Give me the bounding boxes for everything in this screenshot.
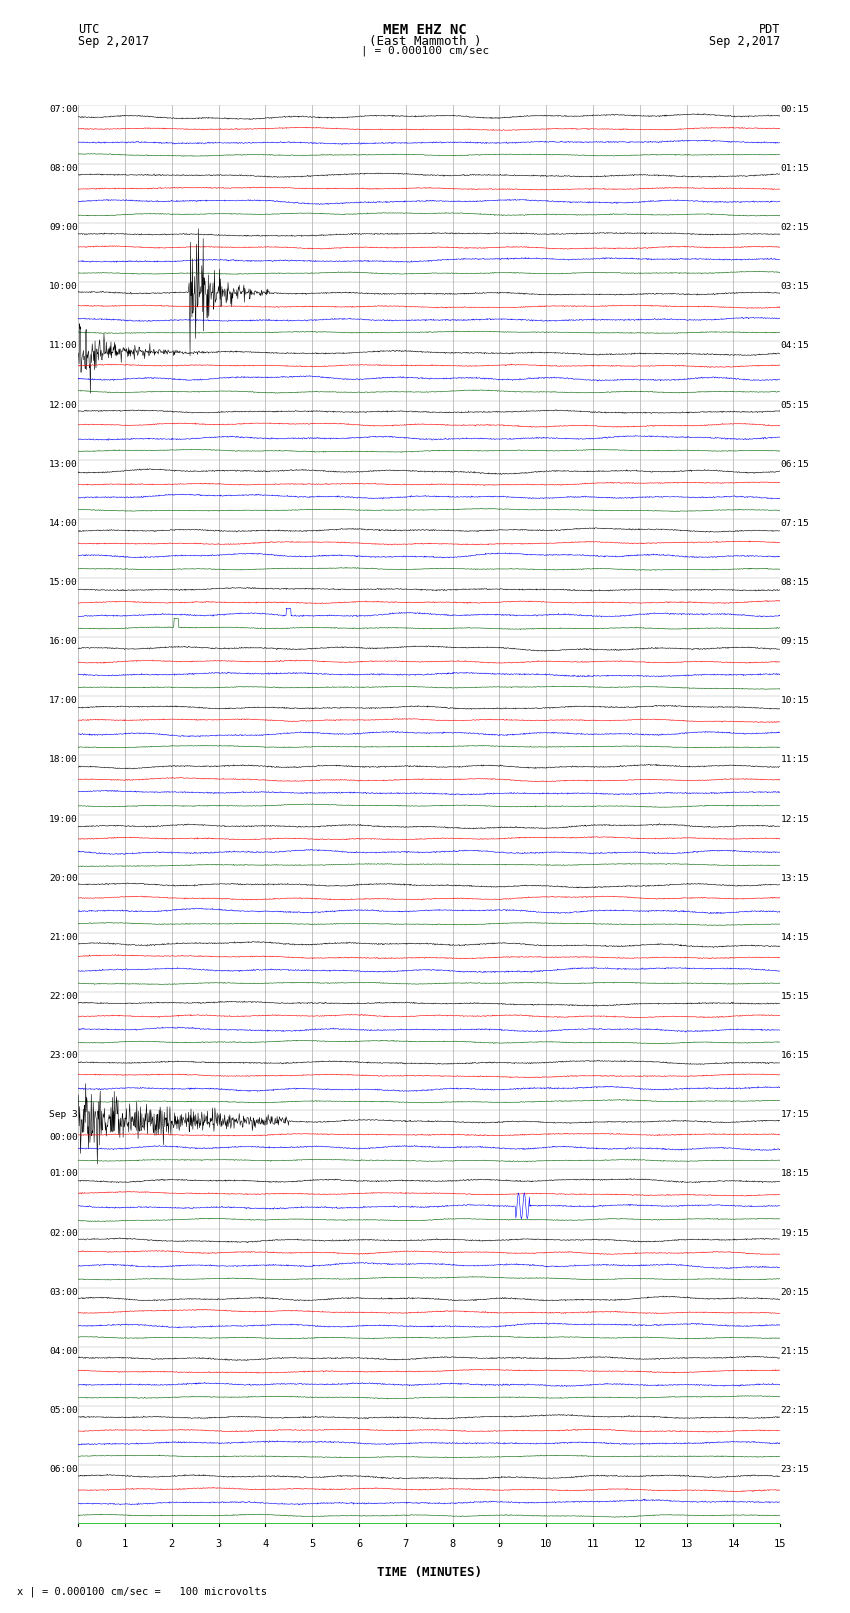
Text: 04:15: 04:15: [781, 342, 809, 350]
Text: 21:00: 21:00: [49, 932, 77, 942]
Text: 13: 13: [681, 1539, 693, 1548]
Text: 12: 12: [633, 1539, 646, 1548]
Text: 19:15: 19:15: [781, 1229, 809, 1237]
Text: 6: 6: [356, 1539, 362, 1548]
Text: 18:00: 18:00: [49, 755, 77, 765]
Text: 07:00: 07:00: [49, 105, 77, 115]
Text: 10:00: 10:00: [49, 282, 77, 292]
Text: 03:00: 03:00: [49, 1287, 77, 1297]
Text: MEM EHZ NC: MEM EHZ NC: [383, 24, 467, 37]
Text: 14: 14: [728, 1539, 740, 1548]
Text: 13:00: 13:00: [49, 460, 77, 469]
Text: 15:00: 15:00: [49, 577, 77, 587]
Text: 01:00: 01:00: [49, 1169, 77, 1179]
Text: 14:00: 14:00: [49, 519, 77, 527]
Text: 10:15: 10:15: [781, 697, 809, 705]
Text: TIME (MINUTES): TIME (MINUTES): [377, 1566, 482, 1579]
Text: 11: 11: [586, 1539, 599, 1548]
Text: 17:00: 17:00: [49, 697, 77, 705]
Text: 3: 3: [216, 1539, 222, 1548]
Text: 20:15: 20:15: [781, 1287, 809, 1297]
Text: 14:15: 14:15: [781, 932, 809, 942]
Text: 0: 0: [75, 1539, 82, 1548]
Text: | = 0.000100 cm/sec: | = 0.000100 cm/sec: [361, 45, 489, 56]
Text: 00:00: 00:00: [49, 1132, 77, 1142]
Text: Sep 2,2017: Sep 2,2017: [709, 35, 780, 48]
Text: 20:00: 20:00: [49, 874, 77, 882]
Text: 1: 1: [122, 1539, 128, 1548]
Text: 8: 8: [450, 1539, 456, 1548]
Text: Sep 3: Sep 3: [49, 1110, 77, 1119]
Text: 05:15: 05:15: [781, 400, 809, 410]
Text: 23:00: 23:00: [49, 1052, 77, 1060]
Text: 09:00: 09:00: [49, 223, 77, 232]
Text: 01:15: 01:15: [781, 165, 809, 173]
Text: 15:15: 15:15: [781, 992, 809, 1002]
Text: 08:15: 08:15: [781, 577, 809, 587]
Text: 11:00: 11:00: [49, 342, 77, 350]
Text: 16:15: 16:15: [781, 1052, 809, 1060]
Text: 06:00: 06:00: [49, 1465, 77, 1474]
Text: 23:15: 23:15: [781, 1465, 809, 1474]
Text: 15: 15: [774, 1539, 786, 1548]
Text: 5: 5: [309, 1539, 315, 1548]
Text: 06:15: 06:15: [781, 460, 809, 469]
Text: 19:00: 19:00: [49, 815, 77, 824]
Text: 2: 2: [168, 1539, 175, 1548]
Text: 16:00: 16:00: [49, 637, 77, 647]
Text: 02:00: 02:00: [49, 1229, 77, 1237]
Text: 12:00: 12:00: [49, 400, 77, 410]
Text: 03:15: 03:15: [781, 282, 809, 292]
Text: 05:00: 05:00: [49, 1407, 77, 1415]
Text: UTC: UTC: [78, 24, 99, 37]
Text: 21:15: 21:15: [781, 1347, 809, 1357]
Text: 9: 9: [496, 1539, 502, 1548]
Text: 13:15: 13:15: [781, 874, 809, 882]
Text: Sep 2,2017: Sep 2,2017: [78, 35, 150, 48]
Text: 4: 4: [263, 1539, 269, 1548]
Text: (East Mammoth ): (East Mammoth ): [369, 35, 481, 48]
Text: 22:15: 22:15: [781, 1407, 809, 1415]
Text: 09:15: 09:15: [781, 637, 809, 647]
Text: 00:15: 00:15: [781, 105, 809, 115]
Text: 07:15: 07:15: [781, 519, 809, 527]
Text: 22:00: 22:00: [49, 992, 77, 1002]
Text: 11:15: 11:15: [781, 755, 809, 765]
Text: 7: 7: [403, 1539, 409, 1548]
Text: 08:00: 08:00: [49, 165, 77, 173]
Text: 10: 10: [540, 1539, 552, 1548]
Text: 18:15: 18:15: [781, 1169, 809, 1179]
Text: PDT: PDT: [759, 24, 780, 37]
Text: 12:15: 12:15: [781, 815, 809, 824]
Text: 02:15: 02:15: [781, 223, 809, 232]
Text: 04:00: 04:00: [49, 1347, 77, 1357]
Text: 17:15: 17:15: [781, 1110, 809, 1119]
Text: x | = 0.000100 cm/sec =   100 microvolts: x | = 0.000100 cm/sec = 100 microvolts: [17, 1586, 267, 1597]
